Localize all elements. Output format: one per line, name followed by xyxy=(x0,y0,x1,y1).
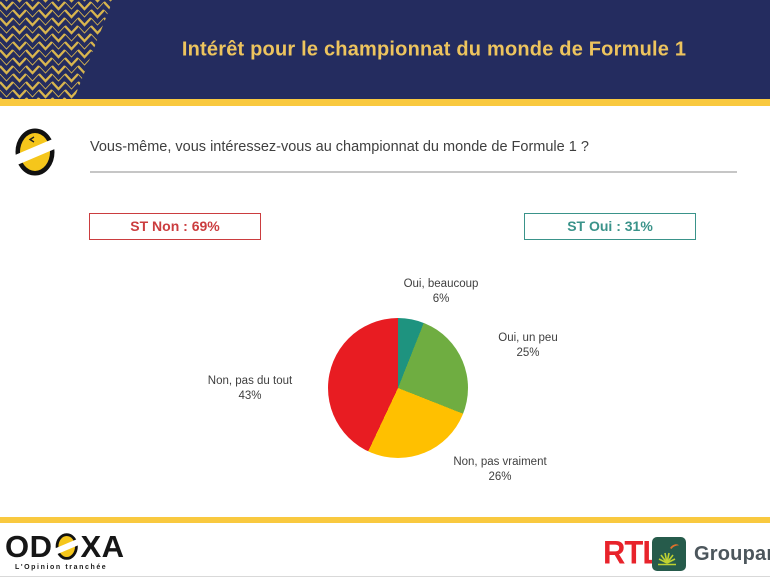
page-title: Intérêt pour le championnat du monde de … xyxy=(181,38,687,60)
question-divider xyxy=(90,171,737,173)
pie-label-value: 25% xyxy=(516,347,540,359)
odoxa-wordmark: OD XA xyxy=(5,528,125,564)
question-text: Vous-même, vous intéressez-vous au champ… xyxy=(90,139,589,155)
rtl-logo: RTL xyxy=(603,534,661,571)
pie-label-value: 26% xyxy=(488,471,512,483)
st-non-badge: ST Non : 69% xyxy=(89,213,261,240)
pie-label-text: Non, pas vraiment xyxy=(453,456,547,468)
pie-chart xyxy=(328,318,468,458)
odoxa-wordmark-left: OD xyxy=(5,528,53,564)
groupama-wordmark: Groupama xyxy=(694,542,770,565)
pie-label-value: 43% xyxy=(238,390,262,402)
header-accent-bar xyxy=(0,99,770,106)
pie-label-value: 6% xyxy=(432,293,450,305)
odoxa-wordmark-right: XA xyxy=(80,528,125,564)
odoxa-tagline: L'Opinion tranchée xyxy=(15,564,108,571)
odoxa-o-icon xyxy=(53,533,80,560)
herringbone-pattern-decoration xyxy=(0,0,113,99)
pie-label-text: Oui, un peu xyxy=(498,332,558,344)
footer-accent-bar xyxy=(0,517,770,523)
st-oui-badge: ST Oui : 31% xyxy=(524,213,696,240)
pie-label-oui-un-peu: Oui, un peu 25% xyxy=(498,331,557,361)
odoxa-logo: OD XA L'Opinion tranchée xyxy=(5,528,125,572)
pie-label-text: Oui, beaucoup xyxy=(403,278,479,290)
groupama-logo: Groupama xyxy=(652,537,770,571)
odoxa-o-icon xyxy=(13,128,58,176)
pie-label-text: Non, pas du tout xyxy=(207,375,293,387)
bottom-border-line xyxy=(0,576,770,577)
header: Intérêt pour le championnat du monde de … xyxy=(0,0,770,99)
groupama-icon xyxy=(652,537,686,571)
pie-label-oui-beaucoup: Oui, beaucoup 6% xyxy=(404,277,479,307)
pie-label-non-pas-vraiment: Non, pas vraiment 26% xyxy=(453,455,546,485)
pie-label-non-pas-du-tout: Non, pas du tout 43% xyxy=(208,374,292,404)
